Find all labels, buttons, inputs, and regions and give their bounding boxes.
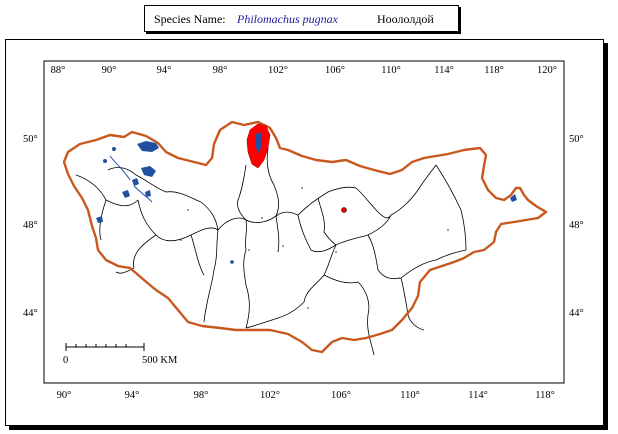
bottom-lon-label: 94° bbox=[125, 390, 140, 401]
settlement-dot bbox=[307, 307, 309, 309]
province-boundary bbox=[390, 164, 437, 216]
province-boundary bbox=[190, 217, 247, 236]
settlement-dot bbox=[447, 229, 449, 231]
province-boundary bbox=[317, 197, 337, 246]
top-lon-label: 118° bbox=[484, 65, 504, 76]
province-boundary bbox=[135, 174, 202, 203]
lake-dorgon bbox=[96, 216, 103, 223]
province-boundary bbox=[266, 147, 280, 217]
top-lon-label: 102° bbox=[268, 65, 288, 76]
right-lat-label: 50° bbox=[569, 134, 584, 145]
settlement-dot bbox=[180, 239, 182, 241]
map-frame: 88° 90° 94° 98° 102° 106° 110° 114° 118°… bbox=[5, 39, 604, 426]
bottom-lon-label: 98° bbox=[194, 390, 209, 401]
map-canvas: 88° 90° 94° 98° 102° 106° 110° 114° 118°… bbox=[23, 60, 584, 401]
observation-point bbox=[341, 207, 347, 213]
top-lon-label: 88° bbox=[51, 65, 66, 76]
province-boundary bbox=[297, 186, 357, 216]
bottom-lon-label: 90° bbox=[57, 390, 72, 401]
lake-khyargas bbox=[141, 166, 156, 177]
lake-small bbox=[103, 159, 107, 163]
species-name-label: Species Name: bbox=[154, 12, 226, 26]
settlement-dot bbox=[261, 217, 263, 219]
settlement-dot bbox=[335, 251, 337, 253]
bottom-lon-label: 114° bbox=[468, 390, 488, 401]
province-boundary bbox=[367, 234, 402, 280]
local-name: Ноололдой bbox=[377, 12, 434, 26]
national-border bbox=[62, 120, 548, 354]
top-lon-label: 90° bbox=[102, 65, 117, 76]
left-lat-label: 44° bbox=[23, 308, 38, 319]
province-boundary bbox=[245, 211, 299, 223]
scale-end-label: 500 KM bbox=[142, 355, 178, 366]
settlement-dot bbox=[248, 249, 250, 251]
settlement-dot bbox=[187, 209, 189, 211]
top-lon-label: 120° bbox=[537, 65, 557, 76]
lake-small bbox=[112, 147, 116, 151]
province-boundary bbox=[323, 274, 375, 356]
province-boundaries bbox=[75, 147, 467, 356]
river-line bbox=[133, 185, 153, 203]
bottom-longitude-labels: 90° 94° 98° 102° 106° 110° 114° 118° bbox=[57, 390, 555, 401]
lake-khar bbox=[145, 190, 151, 197]
province-boundary bbox=[335, 214, 392, 246]
province-boundary bbox=[400, 277, 425, 331]
lake-small bbox=[230, 260, 234, 264]
map-neatline bbox=[43, 60, 565, 384]
lake-buir bbox=[510, 194, 517, 202]
province-boundary bbox=[107, 167, 137, 176]
settlement-dots bbox=[180, 187, 449, 309]
bottom-lon-label: 102° bbox=[260, 390, 280, 401]
lake-uvs bbox=[137, 141, 159, 152]
left-lat-label: 50° bbox=[23, 134, 38, 145]
top-lon-label: 106° bbox=[325, 65, 345, 76]
top-longitude-labels: 88° 90° 94° 98° 102° 106° 110° 114° 118°… bbox=[51, 65, 557, 76]
province-boundary bbox=[245, 284, 250, 329]
bottom-lon-label: 106° bbox=[331, 390, 351, 401]
left-latitude-labels: 50° 48° 44° bbox=[23, 134, 38, 319]
river-line bbox=[109, 155, 131, 181]
scale-bar: 0 500 KM bbox=[63, 343, 178, 366]
species-title-box: Species Name: Philomachus pugnax Ноололд… bbox=[144, 5, 459, 32]
province-boundary bbox=[133, 234, 157, 269]
settlement-dot bbox=[301, 187, 303, 189]
province-boundary bbox=[435, 164, 467, 251]
province-boundary bbox=[245, 301, 305, 329]
lake-achit bbox=[132, 178, 139, 186]
province-boundary bbox=[303, 244, 337, 303]
province-boundary bbox=[275, 215, 280, 253]
settlement-dot bbox=[282, 245, 284, 247]
top-lon-label: 98° bbox=[213, 65, 228, 76]
province-boundary bbox=[200, 201, 219, 231]
province-boundary bbox=[297, 214, 337, 253]
province-boundary bbox=[75, 174, 139, 207]
bottom-lon-label: 110° bbox=[400, 390, 420, 401]
left-lat-label: 48° bbox=[23, 220, 38, 231]
right-latitude-labels: 50° 48° 44° bbox=[569, 134, 584, 319]
province-boundary bbox=[203, 229, 219, 323]
right-lat-label: 48° bbox=[569, 220, 584, 231]
top-lon-label: 110° bbox=[381, 65, 401, 76]
province-boundary bbox=[243, 219, 247, 286]
province-boundary bbox=[355, 187, 392, 219]
lake-khovsgol-overlay bbox=[256, 132, 262, 154]
top-lon-label: 114° bbox=[434, 65, 454, 76]
scientific-name: Philomachus pugnax bbox=[237, 12, 338, 26]
right-lat-label: 44° bbox=[569, 308, 584, 319]
lake-khar-us bbox=[122, 190, 130, 198]
province-boundary bbox=[190, 234, 205, 276]
province-boundary bbox=[237, 164, 247, 221]
top-lon-label: 94° bbox=[157, 65, 172, 76]
settlement-dot bbox=[398, 277, 400, 279]
scale-start-label: 0 bbox=[63, 355, 68, 366]
province-boundary bbox=[137, 199, 192, 242]
province-boundary bbox=[400, 249, 467, 279]
bottom-lon-label: 118° bbox=[535, 390, 555, 401]
